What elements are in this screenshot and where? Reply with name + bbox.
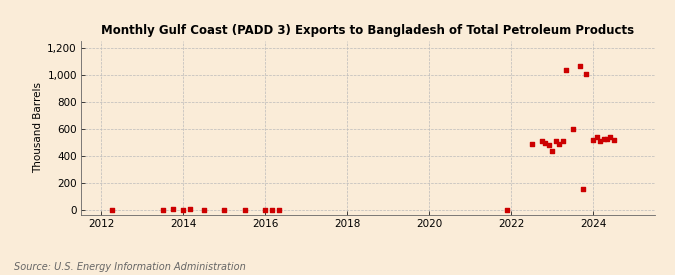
Point xyxy=(574,64,585,68)
Point xyxy=(526,142,537,146)
Point xyxy=(107,208,117,212)
Point xyxy=(560,67,571,72)
Point xyxy=(588,138,599,142)
Point xyxy=(198,208,209,212)
Point xyxy=(502,208,512,212)
Text: Source: U.S. Energy Information Administration: Source: U.S. Energy Information Administ… xyxy=(14,262,245,272)
Point xyxy=(537,139,547,144)
Y-axis label: Thousand Barrels: Thousand Barrels xyxy=(33,82,43,173)
Point xyxy=(168,207,179,211)
Point xyxy=(605,135,616,139)
Point xyxy=(240,208,250,212)
Point xyxy=(554,142,565,146)
Point xyxy=(219,208,230,212)
Point xyxy=(273,207,284,212)
Point xyxy=(568,127,578,131)
Title: Monthly Gulf Coast (PADD 3) Exports to Bangladesh of Total Petroleum Products: Monthly Gulf Coast (PADD 3) Exports to B… xyxy=(101,24,634,37)
Point xyxy=(547,149,558,153)
Point xyxy=(595,139,605,144)
Point xyxy=(260,208,271,212)
Point xyxy=(550,139,561,144)
Point xyxy=(608,138,619,142)
Point xyxy=(185,207,196,211)
Point xyxy=(543,143,554,148)
Point xyxy=(591,135,602,139)
Point xyxy=(578,186,589,191)
Point xyxy=(598,136,609,141)
Point xyxy=(157,208,168,212)
Point xyxy=(581,72,592,76)
Point xyxy=(267,208,278,212)
Point xyxy=(601,137,612,142)
Point xyxy=(557,139,568,144)
Point xyxy=(178,208,189,212)
Point xyxy=(540,141,551,145)
